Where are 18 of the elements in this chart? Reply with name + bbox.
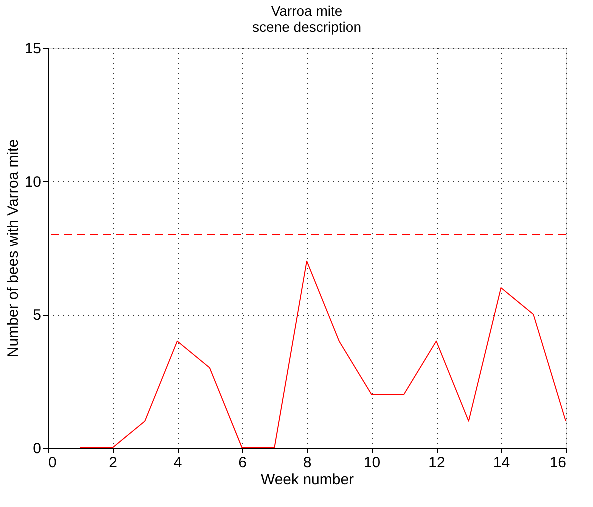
line-series — [80, 260, 566, 448]
x-tick-label: 10 — [364, 454, 381, 472]
chart-title: Varroa mite — [271, 3, 343, 19]
x-tick-label: 4 — [174, 454, 182, 472]
y-tick-label: 0 — [33, 440, 42, 458]
y-tick-label: 10 — [24, 174, 42, 191]
x-tick-label: 6 — [238, 454, 247, 472]
x-tick-label: 0 — [48, 454, 57, 472]
x-axis-title: Week number — [260, 472, 354, 488]
x-tick-label: 14 — [493, 454, 510, 472]
y-tick-label: 5 — [33, 307, 42, 324]
x-tick-label: 16 — [550, 454, 566, 472]
y-axis-title: Number of bees with Varroa mite — [4, 139, 22, 358]
chart-subtitle: scene description — [252, 19, 362, 35]
x-tick-label: 12 — [428, 454, 446, 472]
x-tick-label: 8 — [303, 454, 312, 472]
x-tick-label: 2 — [109, 454, 118, 472]
y-tick-label: 15 — [24, 40, 42, 58]
